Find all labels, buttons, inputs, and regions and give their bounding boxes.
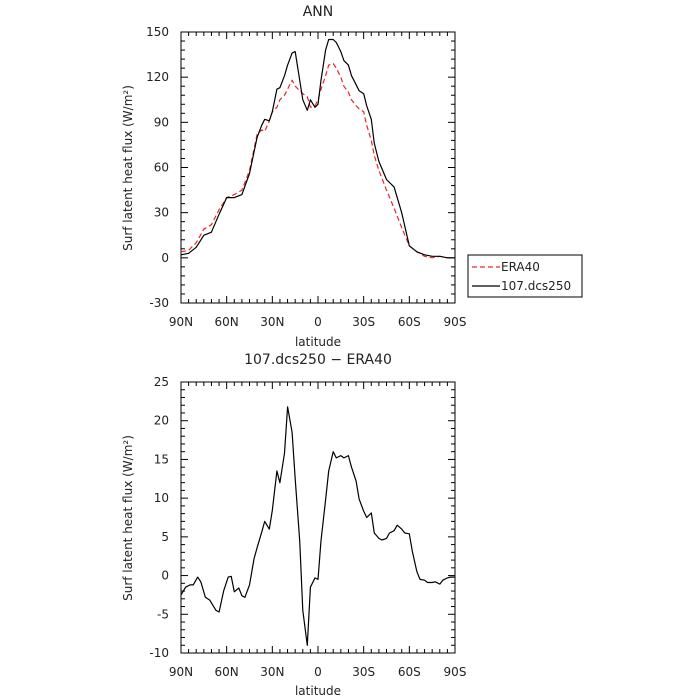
legend-label-107-dcs250: 107.dcs250 [501, 279, 571, 293]
bottom-chart-series-difference-line [180, 406, 455, 646]
bottom-chart-x-tick-label: 60N [215, 665, 239, 679]
top-chart-frame [180, 31, 456, 304]
top-chart-y-tick-label: 60 [154, 161, 169, 175]
bottom-chart-y-tick-label: 5 [161, 530, 169, 544]
bottom-chart-y-tick-label: 0 [161, 569, 169, 583]
top-chart-x-tick-label: 30N [260, 315, 284, 329]
top-chart-y-tick-label: 120 [146, 70, 169, 84]
bottom-chart-ylabel: Surf latent heat flux (W/m²) [121, 435, 135, 601]
bottom-chart-x-tick-label: 0 [314, 665, 322, 679]
top-chart-y-tick-label: 30 [154, 206, 169, 220]
top-chart-x-tick-label: 90S [444, 315, 467, 329]
top-chart-y-tick-label: -30 [149, 296, 169, 310]
bottom-chart-y-tick-label: 25 [154, 375, 169, 389]
top-chart-ylabel: Surf latent heat flux (W/m²) [121, 85, 135, 251]
top-chart-y-tick-label: 90 [154, 115, 169, 129]
top-chart-xlabel: latitude [295, 335, 341, 349]
bottom-chart-y-tick-label: -10 [149, 646, 169, 660]
top-chart-x-tick-label: 30S [352, 315, 375, 329]
top-chart-title: ANN [303, 4, 334, 20]
top-chart-series-107-dcs250-line [180, 38, 455, 259]
top-chart-x-tick-label: 60S [398, 315, 421, 329]
top-chart-legend: ERA40 107.dcs250 [467, 254, 583, 298]
bottom-chart-y-tick-label: 15 [154, 452, 169, 466]
top-chart-x-tick-label: 0 [314, 315, 322, 329]
bottom-chart-title: 107.dcs250 − ERA40 [244, 352, 392, 368]
legend-label-era40: ERA40 [501, 260, 540, 274]
legend-box [467, 254, 583, 298]
top-chart-x-tick-label: 90N [169, 315, 193, 329]
top-chart-y-tick-label: 0 [161, 251, 169, 265]
top-chart-series-era40-line [180, 62, 455, 259]
bottom-chart-frame [180, 381, 456, 654]
top-chart-plot: 90N 60N 30N 0 30S 60S 90S -30 0 30 60 90 120 150 [146, 25, 466, 329]
bottom-chart-y-tick-label: -5 [157, 607, 169, 621]
top-chart-x-tick-label: 60N [215, 315, 239, 329]
bottom-chart-x-tick-label: 30S [352, 665, 375, 679]
bottom-chart-y-tick-label: 10 [154, 491, 169, 505]
bottom-chart-x-tick-label: 30N [260, 665, 284, 679]
bottom-chart-x-tick-label: 60S [398, 665, 421, 679]
bottom-chart-y-tick-label: 20 [154, 414, 169, 428]
bottom-chart-plot: 90N 60N 30N 0 30S 60S 90S -10 -5 0 5 10 15 20 25 [149, 375, 466, 679]
bottom-chart-x-tick-label: 90S [444, 665, 467, 679]
bottom-chart-xlabel: latitude [295, 684, 341, 698]
bottom-chart-x-tick-label: 90N [169, 665, 193, 679]
top-chart-y-tick-label: 150 [146, 25, 169, 39]
